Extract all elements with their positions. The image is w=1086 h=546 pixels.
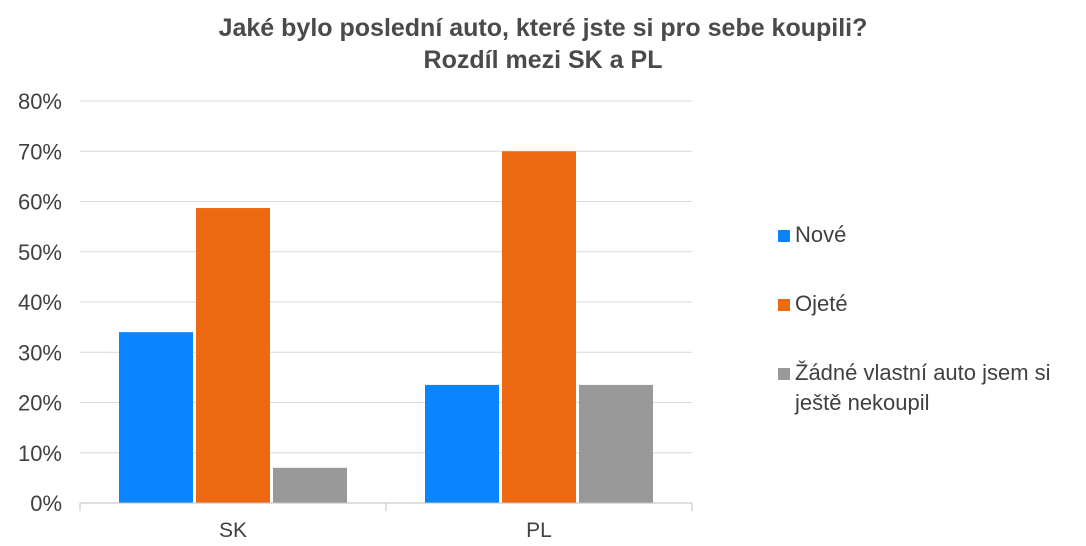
bar <box>502 151 576 503</box>
legend-swatch <box>778 230 790 242</box>
y-tick-label: 70% <box>18 139 62 164</box>
x-tick-label: SK <box>219 519 247 542</box>
chart-title-block: Jaké bylo poslední auto, které jste si p… <box>0 12 1086 76</box>
legend-label: Nové <box>795 222 847 247</box>
y-tick-label: 0% <box>30 491 62 516</box>
x-axis <box>79 502 693 511</box>
x-tick-label: PL <box>526 519 552 542</box>
x-axis-tick-labels: SK PL <box>219 519 552 542</box>
bar <box>425 384 499 503</box>
gridlines <box>80 100 692 454</box>
y-tick-label: 60% <box>18 190 62 215</box>
y-tick-label: 20% <box>18 391 62 416</box>
chart-title: Jaké bylo poslední auto, které jste si p… <box>218 14 868 42</box>
y-tick-label: 30% <box>18 340 62 365</box>
bar <box>119 332 193 503</box>
y-tick-label: 50% <box>18 240 62 265</box>
chart-subtitle: Rozdíl mezi SK a PL <box>423 46 663 74</box>
y-tick-label: 40% <box>18 290 62 315</box>
bar <box>579 384 653 503</box>
legend-swatch <box>778 368 790 380</box>
legend-label: Ojeté <box>795 291 848 316</box>
y-tick-label: 80% <box>18 89 62 114</box>
y-tick-label: 10% <box>18 441 62 466</box>
legend-swatch <box>778 299 790 311</box>
y-axis-tick-labels: 0% 10% 20% 30% 40% 50% 60% 70% 80% <box>18 89 62 516</box>
bar <box>196 208 270 503</box>
bar <box>273 467 347 503</box>
legend-label: Žádné vlastní auto jsem si ještě nekoupi… <box>795 360 1051 415</box>
bars <box>119 151 653 503</box>
